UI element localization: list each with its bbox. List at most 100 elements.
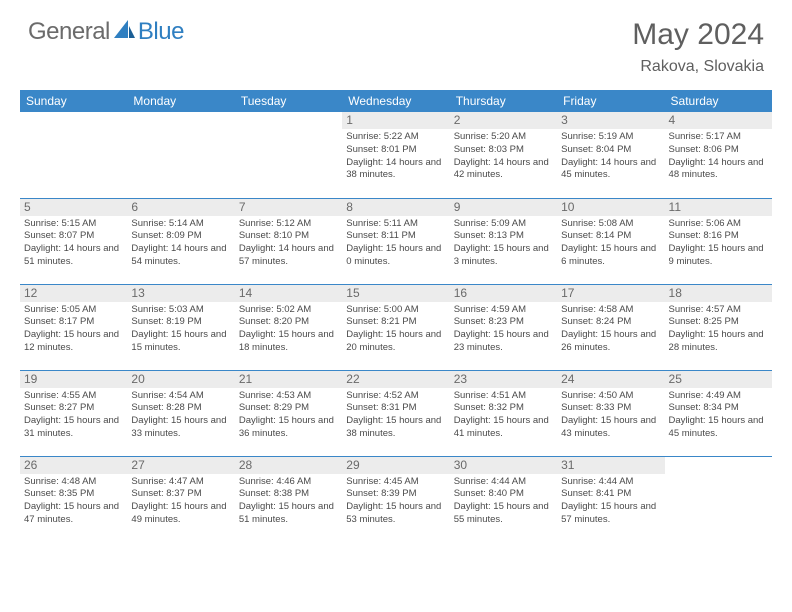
day-header: Wednesday — [342, 90, 449, 112]
day-number: 3 — [557, 112, 664, 129]
calendar-day-cell: 22Sunrise: 4:52 AMSunset: 8:31 PMDayligh… — [342, 370, 449, 456]
daylight-line: Daylight: 15 hours and 49 minutes. — [131, 501, 230, 527]
day-number: 23 — [450, 371, 557, 388]
sunrise-line: Sunrise: 4:46 AM — [239, 476, 338, 489]
calendar-body: 1Sunrise: 5:22 AMSunset: 8:01 PMDaylight… — [20, 112, 772, 542]
sunset-line: Sunset: 8:20 PM — [239, 316, 338, 329]
sunset-line: Sunset: 8:17 PM — [24, 316, 123, 329]
daylight-line: Daylight: 15 hours and 26 minutes. — [561, 329, 660, 355]
daylight-line: Daylight: 15 hours and 0 minutes. — [346, 243, 445, 269]
sunset-line: Sunset: 8:33 PM — [561, 402, 660, 415]
day-number: 12 — [20, 285, 127, 302]
sunset-line: Sunset: 8:25 PM — [669, 316, 768, 329]
calendar-day-cell: 9Sunrise: 5:09 AMSunset: 8:13 PMDaylight… — [450, 198, 557, 284]
calendar-day-cell: 5Sunrise: 5:15 AMSunset: 8:07 PMDaylight… — [20, 198, 127, 284]
day-number: 30 — [450, 457, 557, 474]
logo-sail-icon — [114, 20, 136, 45]
sunset-line: Sunset: 8:19 PM — [131, 316, 230, 329]
day-number: 1 — [342, 112, 449, 129]
calendar-day-cell: 2Sunrise: 5:20 AMSunset: 8:03 PMDaylight… — [450, 112, 557, 198]
sunset-line: Sunset: 8:32 PM — [454, 402, 553, 415]
sunrise-line: Sunrise: 4:45 AM — [346, 476, 445, 489]
sunrise-line: Sunrise: 5:11 AM — [346, 218, 445, 231]
sunset-line: Sunset: 8:10 PM — [239, 230, 338, 243]
daylight-line: Daylight: 15 hours and 36 minutes. — [239, 415, 338, 441]
sunrise-line: Sunrise: 5:17 AM — [669, 131, 768, 144]
daylight-line: Daylight: 14 hours and 57 minutes. — [239, 243, 338, 269]
day-number: 17 — [557, 285, 664, 302]
daylight-line: Daylight: 15 hours and 3 minutes. — [454, 243, 553, 269]
calendar-day-cell: 17 Sunrise: 4:58 AMSunset: 8:24 PMDayligh… — [557, 284, 664, 370]
calendar-day-cell: 6Sunrise: 5:14 AMSunset: 8:09 PMDaylight… — [127, 198, 234, 284]
calendar-day-cell: 11Sunrise: 5:06 AMSunset: 8:16 PMDayligh… — [665, 198, 772, 284]
daylight-line: Daylight: 15 hours and 53 minutes. — [346, 501, 445, 527]
sunset-line: Sunset: 8:06 PM — [669, 144, 768, 157]
sunset-line: Sunset: 8:24 PM — [561, 316, 660, 329]
sunset-line: Sunset: 8:11 PM — [346, 230, 445, 243]
day-number: 24 — [557, 371, 664, 388]
day-number: 13 — [127, 285, 234, 302]
day-number: 10 — [557, 199, 664, 216]
calendar-day-cell — [20, 112, 127, 198]
daylight-line: Daylight: 15 hours and 55 minutes. — [454, 501, 553, 527]
sunrise-line: Sunrise: 5:06 AM — [669, 218, 768, 231]
sunset-line: Sunset: 8:40 PM — [454, 488, 553, 501]
sunrise-line: Sunrise: 4:58 AM — [561, 304, 660, 317]
daylight-line: Daylight: 15 hours and 43 minutes. — [561, 415, 660, 441]
day-number: 28 — [235, 457, 342, 474]
calendar-day-cell: 25Sunrise: 4:49 AMSunset: 8:34 PMDayligh… — [665, 370, 772, 456]
daylight-line: Daylight: 15 hours and 31 minutes. — [24, 415, 123, 441]
sunset-line: Sunset: 8:21 PM — [346, 316, 445, 329]
day-number: 14 — [235, 285, 342, 302]
daylight-line: Daylight: 15 hours and 9 minutes. — [669, 243, 768, 269]
calendar-day-cell: 27Sunrise: 4:47 AMSunset: 8:37 PMDayligh… — [127, 456, 234, 542]
sunrise-line: Sunrise: 5:02 AM — [239, 304, 338, 317]
sunset-line: Sunset: 8:07 PM — [24, 230, 123, 243]
calendar-day-cell: 30Sunrise: 4:44 AMSunset: 8:40 PMDayligh… — [450, 456, 557, 542]
sunset-line: Sunset: 8:01 PM — [346, 144, 445, 157]
daylight-line: Daylight: 14 hours and 54 minutes. — [131, 243, 230, 269]
calendar-day-cell — [235, 112, 342, 198]
calendar-week-row: 1Sunrise: 5:22 AMSunset: 8:01 PMDaylight… — [20, 112, 772, 198]
day-number: 19 — [20, 371, 127, 388]
sunrise-line: Sunrise: 4:52 AM — [346, 390, 445, 403]
sunrise-line: Sunrise: 4:53 AM — [239, 390, 338, 403]
calendar-day-cell: 23Sunrise: 4:51 AMSunset: 8:32 PMDayligh… — [450, 370, 557, 456]
day-number: 2 — [450, 112, 557, 129]
title-block: May 2024 Rakova, Slovakia — [632, 18, 764, 76]
daylight-line: Daylight: 15 hours and 23 minutes. — [454, 329, 553, 355]
day-number: 16 — [450, 285, 557, 302]
day-header: Sunday — [20, 90, 127, 112]
daylight-line: Daylight: 15 hours and 47 minutes. — [24, 501, 123, 527]
month-title: May 2024 — [632, 18, 764, 52]
sunset-line: Sunset: 8:09 PM — [131, 230, 230, 243]
calendar-week-row: 12Sunrise: 5:05 AMSunset: 8:17 PMDayligh… — [20, 284, 772, 370]
calendar-day-cell: 29Sunrise: 4:45 AMSunset: 8:39 PMDayligh… — [342, 456, 449, 542]
calendar-day-cell — [665, 456, 772, 542]
sunset-line: Sunset: 8:04 PM — [561, 144, 660, 157]
calendar-week-row: 5Sunrise: 5:15 AMSunset: 8:07 PMDaylight… — [20, 198, 772, 284]
day-number: 7 — [235, 199, 342, 216]
daylight-line: Daylight: 15 hours and 51 minutes. — [239, 501, 338, 527]
calendar-day-cell: 28Sunrise: 4:46 AMSunset: 8:38 PMDayligh… — [235, 456, 342, 542]
sunset-line: Sunset: 8:27 PM — [24, 402, 123, 415]
sunrise-line: Sunrise: 4:47 AM — [131, 476, 230, 489]
daylight-line: Daylight: 15 hours and 6 minutes. — [561, 243, 660, 269]
daylight-line: Daylight: 15 hours and 18 minutes. — [239, 329, 338, 355]
day-number: 21 — [235, 371, 342, 388]
sunset-line: Sunset: 8:16 PM — [669, 230, 768, 243]
calendar-day-cell: 1Sunrise: 5:22 AMSunset: 8:01 PMDaylight… — [342, 112, 449, 198]
calendar-day-cell: 24Sunrise: 4:50 AMSunset: 8:33 PMDayligh… — [557, 370, 664, 456]
day-number: 15 — [342, 285, 449, 302]
sunrise-line: Sunrise: 5:00 AM — [346, 304, 445, 317]
sunrise-line: Sunrise: 5:20 AM — [454, 131, 553, 144]
calendar-day-cell: 8 Sunrise: 5:11 AMSunset: 8:11 PMDaylight… — [342, 198, 449, 284]
calendar-day-cell: 12Sunrise: 5:05 AMSunset: 8:17 PMDayligh… — [20, 284, 127, 370]
day-number: 9 — [450, 199, 557, 216]
sunset-line: Sunset: 8:28 PM — [131, 402, 230, 415]
calendar-day-cell: 3Sunrise: 5:19 AMSunset: 8:04 PMDaylight… — [557, 112, 664, 198]
sunrise-line: Sunrise: 5:08 AM — [561, 218, 660, 231]
sunrise-line: Sunrise: 5:14 AM — [131, 218, 230, 231]
day-number: 8 — [342, 199, 449, 216]
calendar-day-cell: 21Sunrise: 4:53 AMSunset: 8:29 PMDayligh… — [235, 370, 342, 456]
